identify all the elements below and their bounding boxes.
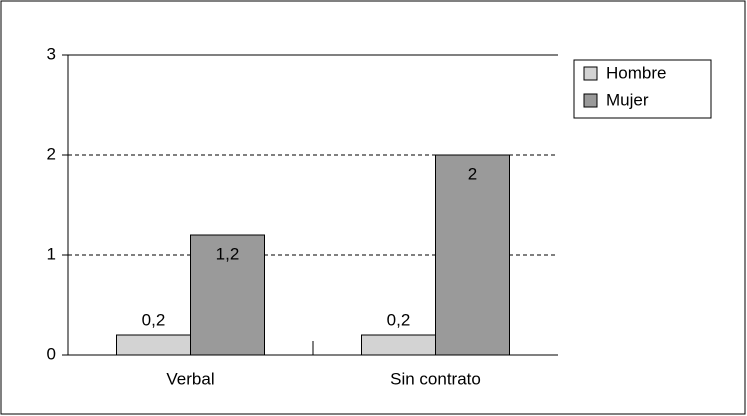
legend-label: Hombre: [606, 63, 666, 82]
bar: [435, 154, 510, 356]
data-label: 2: [468, 164, 477, 183]
x-tick-label: Verbal: [166, 369, 214, 388]
legend-swatch: [583, 66, 598, 81]
y-tick-label: 3: [47, 44, 56, 63]
x-tick-label: Sin contrato: [390, 369, 481, 388]
bar: [361, 334, 436, 356]
data-label: 0,2: [387, 310, 411, 329]
y-tick-label: 1: [47, 244, 56, 263]
bar: [190, 234, 265, 356]
data-label: 1,2: [216, 244, 240, 263]
y-tick-label: 0: [47, 344, 56, 363]
y-tick-label: 2: [47, 144, 56, 163]
data-label: 0,2: [142, 310, 166, 329]
legend-swatch: [583, 93, 598, 108]
bar: [116, 334, 191, 356]
legend-label: Mujer: [606, 90, 649, 109]
